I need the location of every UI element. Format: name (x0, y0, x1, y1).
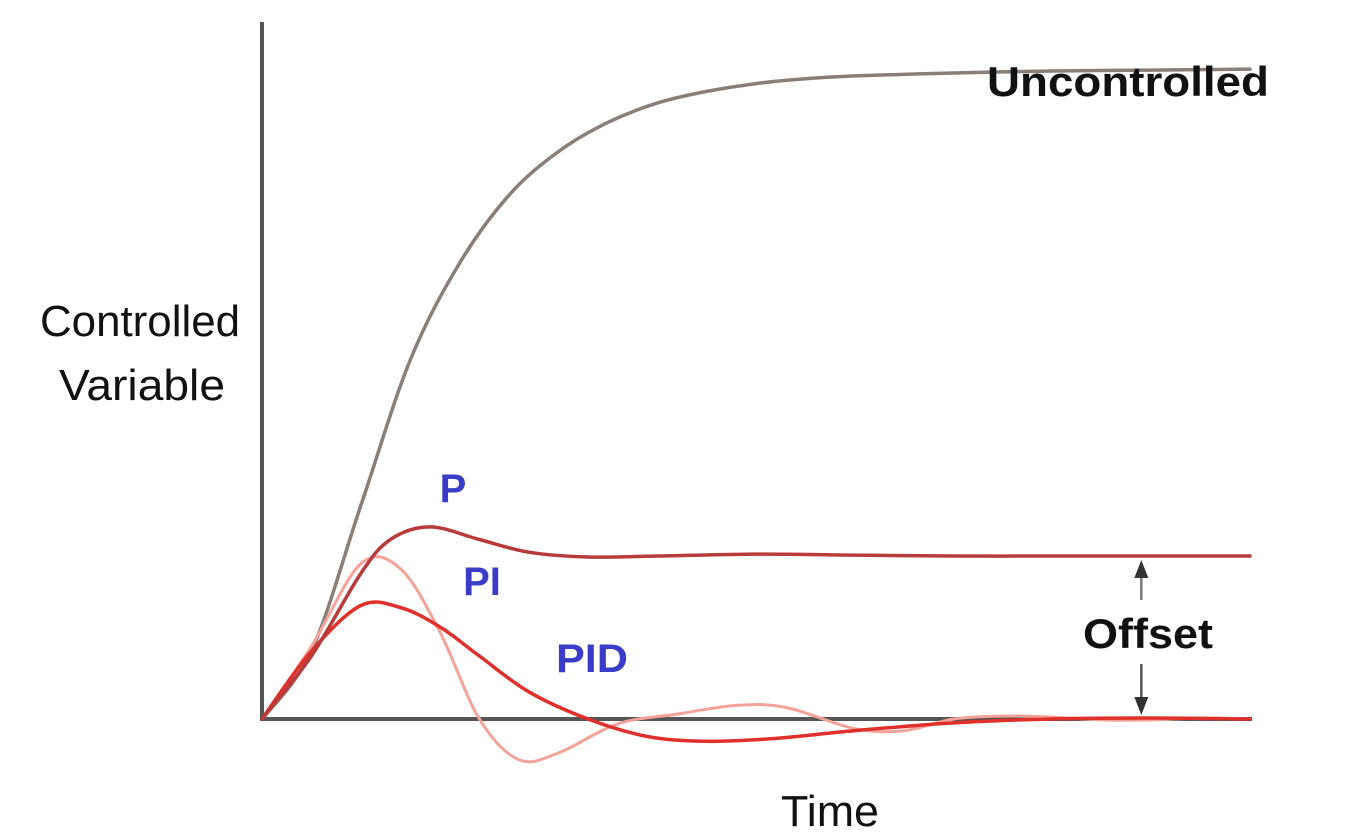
series-group (260, 67, 1252, 764)
annotation-uncontrolled: Uncontrolled (987, 58, 1269, 105)
offset-arrow-head-down (1134, 697, 1149, 715)
annotation-offset: Offset (1083, 610, 1213, 657)
annotation-p: P (440, 467, 467, 511)
offset-marker (1134, 560, 1149, 715)
series-line-pid (260, 600, 1252, 744)
annotation-pi: PI (463, 560, 501, 604)
series-line-p (260, 525, 1252, 721)
x-axis-label: Time (781, 787, 879, 836)
annotation-pid: PID (556, 637, 628, 681)
y-axis-label-line-2: Variable (59, 361, 225, 410)
offset-arrow-head-up (1134, 560, 1149, 579)
series-line-pi (260, 555, 1252, 764)
series-line-uncontrolled (260, 67, 1252, 721)
y-axis-label-line-1: Controlled (40, 297, 240, 346)
